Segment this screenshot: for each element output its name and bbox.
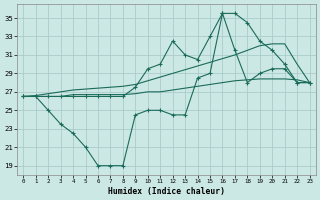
X-axis label: Humidex (Indice chaleur): Humidex (Indice chaleur) (108, 187, 225, 196)
